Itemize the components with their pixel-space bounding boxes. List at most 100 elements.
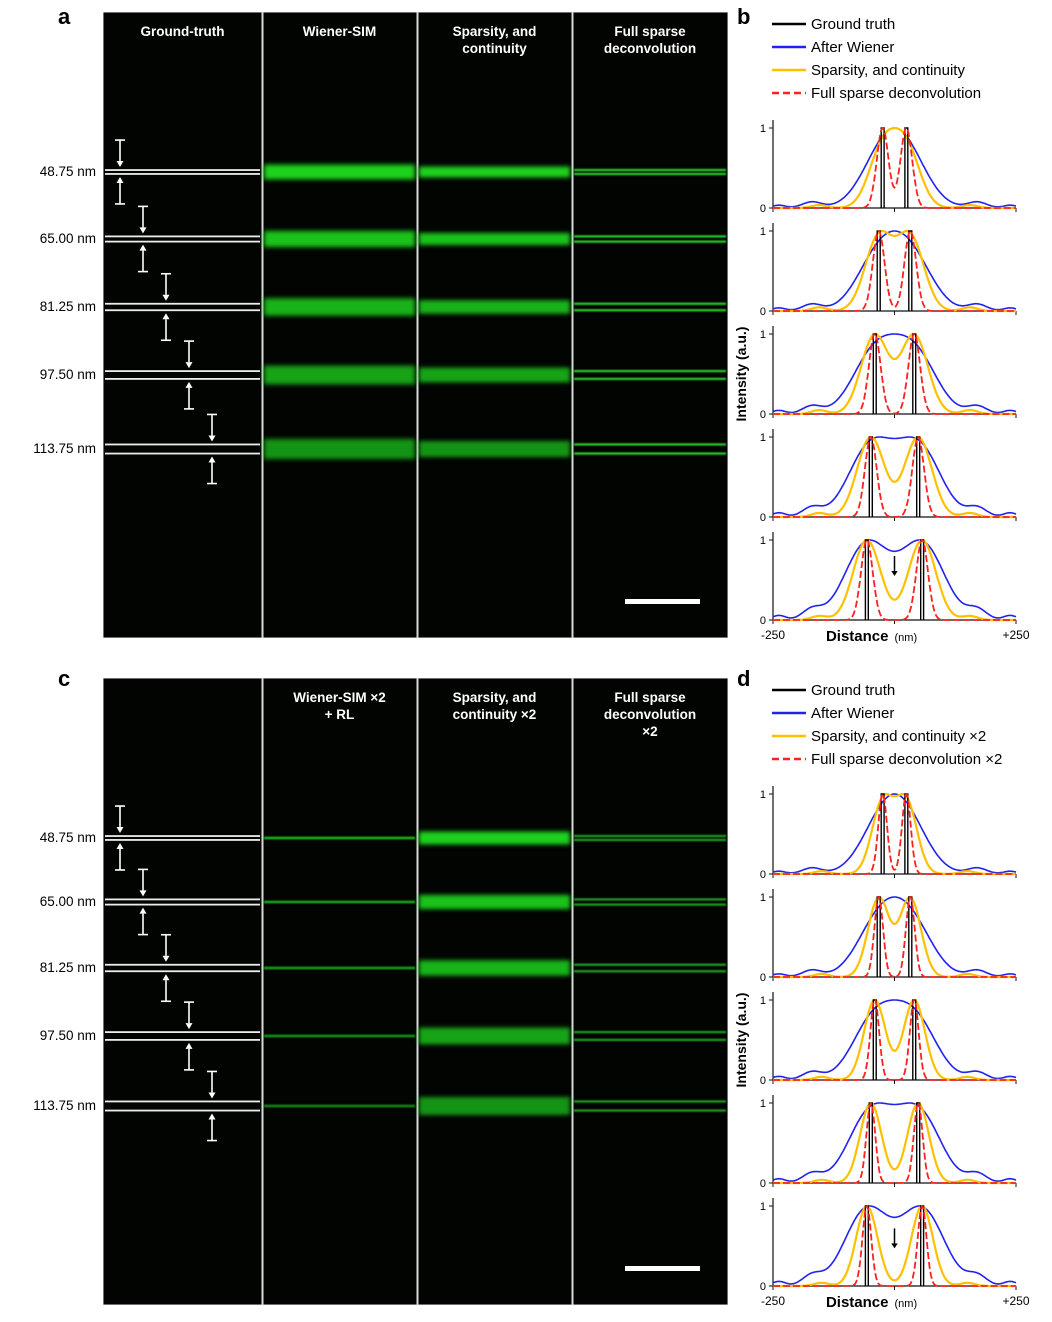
y-tick-label: 1 bbox=[760, 535, 766, 547]
ground-truth-line bbox=[105, 378, 260, 380]
profile-subplot-2: 01 bbox=[760, 326, 1017, 421]
row-distance-label: 113.75 nm bbox=[33, 1098, 96, 1113]
dip-annotation-arrow-head bbox=[891, 571, 898, 576]
ground-truth-line bbox=[105, 169, 260, 171]
distance-arrow-head bbox=[116, 161, 124, 168]
resolved-line-pair bbox=[574, 452, 726, 455]
y-tick-label: 1 bbox=[760, 226, 766, 238]
panel-b-label: b bbox=[737, 4, 751, 29]
distance-arrow-head bbox=[139, 890, 147, 897]
resolved-line-pair bbox=[574, 377, 726, 380]
resolved-line-pair bbox=[574, 443, 726, 446]
column-header: deconvolution bbox=[604, 707, 696, 722]
image-background bbox=[103, 12, 728, 638]
curve-after-wiener bbox=[772, 1205, 1017, 1285]
resolved-line-pair bbox=[574, 1031, 726, 1034]
fluorescent-band bbox=[419, 894, 570, 910]
ground-truth-line bbox=[105, 1109, 260, 1112]
panel-b-intensity-profiles: Ground truth After Wiener Sparsity, and co… bbox=[733, 16, 1030, 645]
column-header: Sparsity, and bbox=[453, 690, 537, 705]
row-distance-label: 81.25 nm bbox=[39, 299, 96, 314]
panel-a-microscopy-image: Ground-truth Wiener-SIM Sparsity, and conti… bbox=[103, 12, 728, 638]
resolved-line-pair bbox=[574, 903, 726, 906]
resolved-line-pair bbox=[574, 1109, 726, 1112]
curve-sparsity-and-continuity bbox=[772, 229, 1017, 313]
curve-full-sparse-deconvolution bbox=[773, 230, 1016, 312]
distance-arrow-head bbox=[185, 362, 193, 369]
fluorescent-band bbox=[419, 232, 570, 246]
curve-full-sparse-deconvolution-2 bbox=[773, 793, 1016, 875]
curve-after-wiener bbox=[772, 436, 1017, 516]
scale-bar bbox=[625, 599, 700, 604]
y-tick-label: 1 bbox=[760, 995, 766, 1007]
distance-arrow-head bbox=[185, 381, 193, 388]
row-distance-label: 81.25 nm bbox=[39, 960, 96, 975]
ground-truth-line bbox=[105, 240, 260, 243]
curve-after-wiener bbox=[772, 1102, 1017, 1182]
fluorescent-line bbox=[264, 1104, 415, 1108]
fluorescent-band bbox=[419, 440, 570, 458]
legend-label: Ground truth bbox=[811, 682, 895, 699]
y-tick-label: 1 bbox=[760, 329, 766, 341]
curve-after-wiener bbox=[772, 230, 1017, 311]
fluorescent-line bbox=[264, 900, 415, 904]
panel-a-label: a bbox=[58, 4, 71, 29]
row-distance-label: 65.00 nm bbox=[39, 231, 96, 246]
fluorescent-band bbox=[264, 298, 415, 316]
x-axis-unit: (nm) bbox=[895, 632, 918, 644]
y-tick-label: 0 bbox=[760, 306, 766, 318]
distance-arrow-head bbox=[208, 1113, 216, 1120]
y-tick-label: 0 bbox=[760, 615, 766, 627]
ground-truth-line bbox=[105, 839, 260, 841]
ground-truth-line bbox=[105, 302, 260, 305]
resolved-line-pair bbox=[574, 970, 726, 973]
distance-arrow-head bbox=[116, 827, 124, 834]
y-tick-label: 1 bbox=[760, 892, 766, 904]
y-axis-title: Intensity (a.u.) bbox=[733, 327, 749, 422]
curve-sparsity-and-continuity-2 bbox=[772, 1101, 1017, 1185]
curve-after-wiener bbox=[772, 127, 1017, 208]
resolved-line-pair bbox=[574, 838, 726, 842]
profile-subplot-4: 01 bbox=[760, 1198, 1017, 1293]
fluorescent-band bbox=[419, 367, 570, 383]
fluorescent-band bbox=[419, 300, 570, 314]
fluorescent-band bbox=[264, 230, 415, 248]
curve-ground-truth bbox=[876, 896, 913, 977]
legend-label: Ground truth bbox=[811, 16, 895, 33]
curve-after-wiener bbox=[772, 793, 1017, 874]
y-tick-label: 1 bbox=[760, 123, 766, 135]
legend-label: Full sparse deconvolution ×2 bbox=[811, 751, 1002, 768]
legend-label: Sparsity, and continuity ×2 bbox=[811, 728, 986, 745]
resolved-line-pair bbox=[574, 302, 726, 305]
ground-truth-line bbox=[105, 173, 260, 175]
distance-arrow-head bbox=[162, 955, 170, 962]
fluorescent-band bbox=[419, 831, 570, 845]
column-header: Wiener-SIM ×2 bbox=[293, 690, 386, 705]
y-tick-label: 0 bbox=[760, 409, 766, 421]
fluorescent-line bbox=[264, 836, 415, 840]
y-tick-label: 0 bbox=[760, 869, 766, 881]
resolved-line-pair bbox=[574, 240, 726, 243]
distance-arrow-head bbox=[208, 435, 216, 442]
curve-full-sparse-deconvolution-2 bbox=[773, 999, 1016, 1081]
curve-sparsity-and-continuity-2 bbox=[772, 998, 1017, 1082]
y-tick-label: 1 bbox=[760, 1098, 766, 1110]
fluorescent-line bbox=[264, 966, 415, 970]
panel-c-label: c bbox=[58, 666, 71, 691]
column-header: ×2 bbox=[642, 724, 657, 739]
x-axis-title: Distance bbox=[826, 1294, 889, 1311]
panel-d-intensity-profiles: Ground truth After Wiener Sparsity, and co… bbox=[733, 682, 1030, 1311]
resolved-line-pair bbox=[574, 898, 726, 901]
ground-truth-line bbox=[105, 1031, 260, 1033]
fluorescent-band bbox=[419, 166, 570, 178]
curve-full-sparse-deconvolution-2 bbox=[773, 1205, 1016, 1287]
distance-arrow-head bbox=[139, 907, 147, 914]
y-tick-label: 0 bbox=[760, 972, 766, 984]
row-distance-label: 113.75 nm bbox=[33, 441, 96, 456]
x-tick-label-max: +250 bbox=[1002, 1294, 1029, 1308]
y-tick-label: 0 bbox=[760, 1281, 766, 1293]
distance-arrow-head bbox=[139, 244, 147, 251]
curve-sparsity-and-continuity bbox=[772, 126, 1017, 210]
scale-bar bbox=[625, 1266, 700, 1271]
